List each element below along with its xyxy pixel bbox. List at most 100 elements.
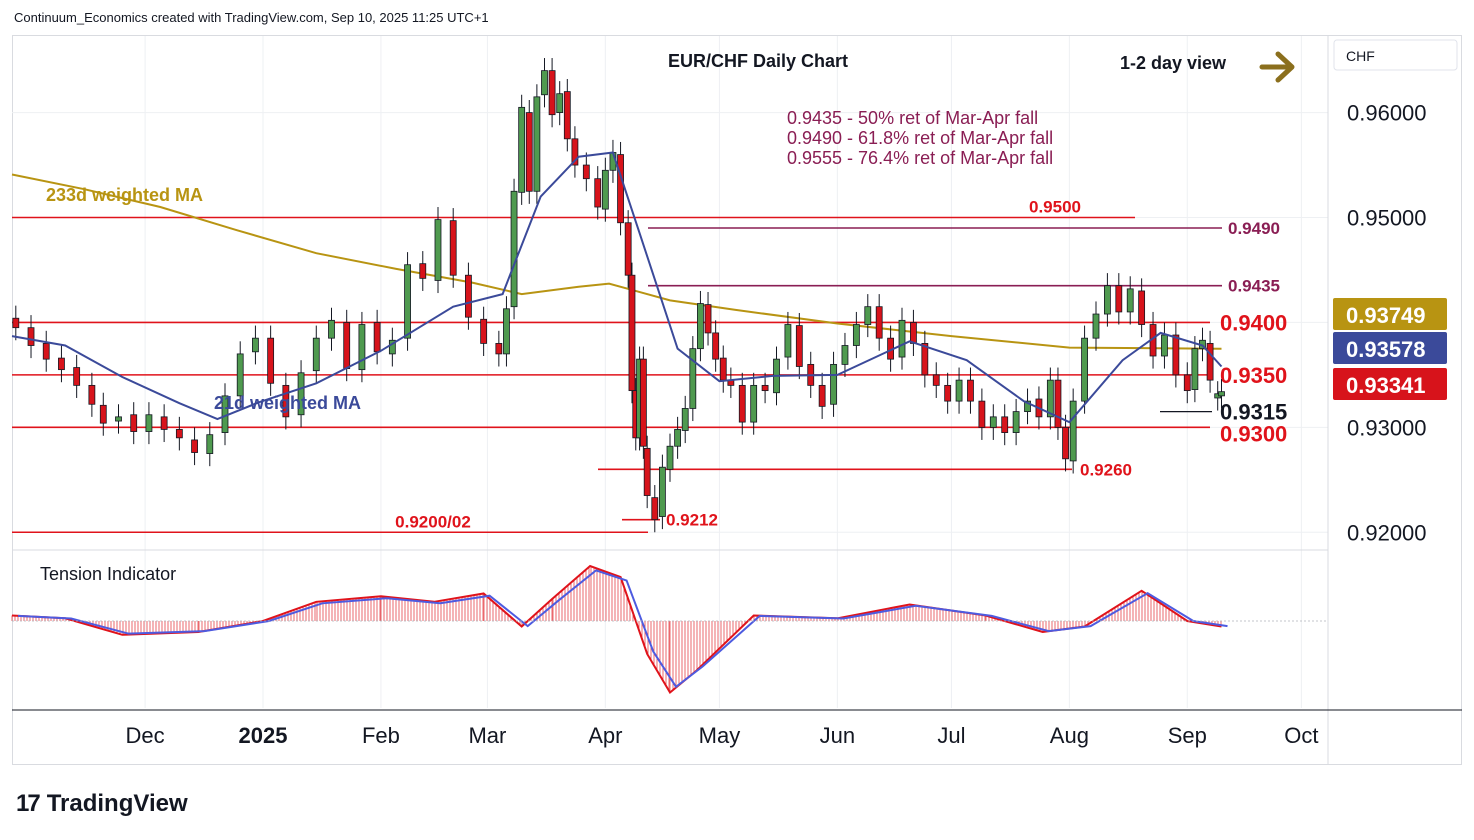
level-label-4: 0.9350 xyxy=(1220,363,1287,388)
level-label-6: 0.9300 xyxy=(1220,421,1287,446)
candle-body-13 xyxy=(206,434,214,454)
price-tag-bg-0 xyxy=(1333,298,1447,330)
candle-body-69 xyxy=(784,324,792,358)
candle-body-19 xyxy=(297,372,305,416)
candle-body-84 xyxy=(955,379,963,402)
ma233-label: 233d weighted MA xyxy=(46,185,203,205)
x-tick-0: Dec xyxy=(126,723,165,748)
candle-body-70 xyxy=(795,325,803,367)
chart-title: EUR/CHF Daily Chart xyxy=(668,51,848,71)
candle-body-94 xyxy=(1062,426,1069,460)
candle-body-12 xyxy=(191,439,198,453)
candle-body-0 xyxy=(12,317,20,329)
candle-body-1 xyxy=(27,327,35,346)
candle-body-47 xyxy=(617,154,624,224)
ma21-label: 21d weighted MA xyxy=(214,393,361,413)
chart-credit: Continuum_Economics created with Trading… xyxy=(14,10,489,25)
time-axis: Dec 2025 Feb Mar Apr May Jun Jul Aug Sep Oct xyxy=(126,723,1319,748)
x-tick-9: Sep xyxy=(1168,723,1207,748)
ma233-line xyxy=(11,173,1222,350)
candle-body-56 xyxy=(666,445,674,470)
annotation-2: 0.9555 - 76.4% ret of Mar-Apr fall xyxy=(787,148,1053,168)
level-label-2: 0.9435 xyxy=(1228,277,1280,296)
candle-body-31 xyxy=(480,318,488,344)
candle-body-23 xyxy=(358,324,366,371)
y-tick-2: 0.93000 xyxy=(1347,415,1427,440)
chart-texts: Tension Indicator EUR/CHF Daily Chart 1-2 … xyxy=(40,51,1295,584)
x-tick-3: Mar xyxy=(468,723,506,748)
currency-label: CHF xyxy=(1346,48,1375,64)
price-axis: CHF 0.96000 0.95000 0.93000 0.92000 0.93749 0.… xyxy=(1333,39,1458,545)
price-tag-0: 0.93749 xyxy=(1346,303,1426,328)
tradingview-mark-icon: 17 xyxy=(16,790,41,817)
candle-body-72 xyxy=(818,384,826,407)
candle-body-15 xyxy=(236,353,244,397)
chart-frame xyxy=(12,35,1462,765)
candle-body-53 xyxy=(643,447,651,496)
candle-body-99 xyxy=(1115,285,1123,313)
candle-body-36 xyxy=(525,112,533,192)
candle-body-22 xyxy=(343,322,351,369)
candle-body-55 xyxy=(658,466,666,517)
candle-body-108 xyxy=(1206,343,1214,381)
candle-body-6 xyxy=(99,404,107,424)
candle-body-98 xyxy=(1103,285,1111,315)
candle-body-95 xyxy=(1069,400,1077,462)
right-arrow-icon xyxy=(1259,51,1295,83)
candle-body-28 xyxy=(434,219,442,281)
price-tag-bg-1 xyxy=(1333,332,1447,364)
candle-body-25 xyxy=(388,339,396,355)
tension-indicator xyxy=(11,564,1328,695)
candle-body-8 xyxy=(130,414,138,432)
candle-body-2 xyxy=(42,343,50,360)
x-tick-1: 2025 xyxy=(239,723,288,748)
annotation-0: 0.9435 - 50% ret of Mar-Apr fall xyxy=(787,108,1038,128)
candle-body-45 xyxy=(601,169,609,210)
level-label-7: 0.9260 xyxy=(1080,460,1132,479)
candle-body-44 xyxy=(594,178,602,208)
candle-body-30 xyxy=(465,274,472,318)
tradingview-logo[interactable]: 17 TradingView xyxy=(16,790,188,818)
candle-body-34 xyxy=(510,190,518,308)
price-tag-2: 0.93341 xyxy=(1346,373,1426,398)
candle-body-42 xyxy=(571,138,579,166)
x-tick-10: Oct xyxy=(1284,723,1318,748)
price-tag-bg-2 xyxy=(1333,368,1447,400)
candle-body-43 xyxy=(582,164,590,180)
candle-body-74 xyxy=(841,345,849,365)
candle-body-21 xyxy=(328,319,335,339)
candle-body-86 xyxy=(978,400,986,428)
candle-body-48 xyxy=(624,222,632,276)
ma21-path xyxy=(11,151,1223,424)
level-label-9: 0.9200/02 xyxy=(395,512,471,531)
candle-body-103 xyxy=(1161,334,1168,357)
candle-body-39 xyxy=(548,70,556,116)
candle-body-79 xyxy=(898,319,906,358)
candle-body-33 xyxy=(503,308,510,355)
candle-body-17 xyxy=(267,337,275,384)
candle-body-32 xyxy=(495,343,503,355)
currency-box xyxy=(1333,39,1458,71)
x-tick-2: Feb xyxy=(362,723,400,748)
eurchf-chart[interactable]: 0.95000.94900.94350.94000.93500.93150.93… xyxy=(0,0,1474,770)
candles xyxy=(12,58,1225,533)
candle-body-40 xyxy=(556,93,564,113)
candle-body-92 xyxy=(1046,379,1054,418)
candle-body-20 xyxy=(312,337,320,372)
candle-body-62 xyxy=(712,332,720,360)
candle-body-77 xyxy=(875,306,883,339)
candle-body-58 xyxy=(681,408,689,431)
candle-body-76 xyxy=(864,306,872,325)
candle-body-60 xyxy=(697,303,704,350)
y-tick-1: 0.95000 xyxy=(1347,206,1427,231)
candle-body-63 xyxy=(719,357,727,381)
indicator-label: Tension Indicator xyxy=(40,564,176,584)
candle-body-93 xyxy=(1054,379,1062,428)
candle-body-26 xyxy=(404,264,411,339)
y-tick-0: 0.96000 xyxy=(1347,101,1427,126)
candle-body-66 xyxy=(750,384,758,423)
candle-body-67 xyxy=(761,384,769,392)
candle-body-11 xyxy=(175,429,183,439)
x-tick-5: May xyxy=(699,723,741,748)
candle-body-83 xyxy=(944,384,952,402)
